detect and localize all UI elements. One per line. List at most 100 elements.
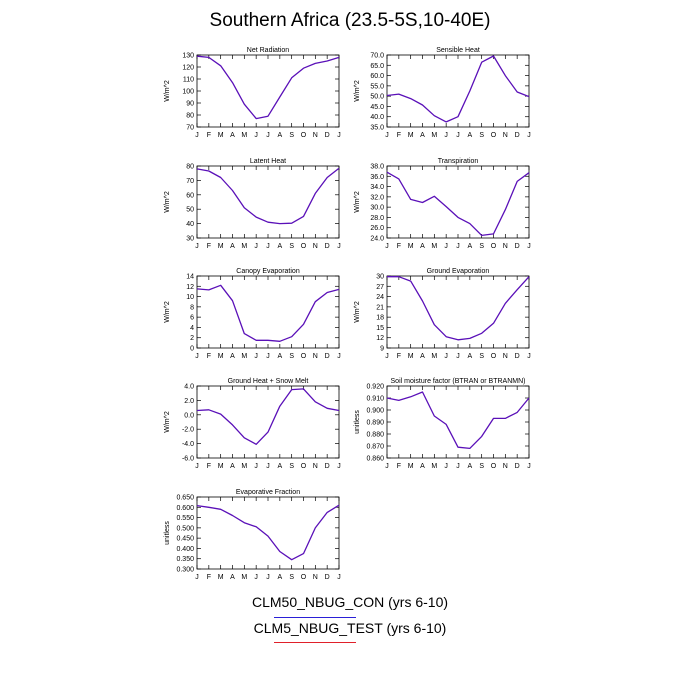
x-tick-label: S	[289, 353, 294, 360]
y-tick-label: 0.0	[184, 412, 194, 419]
x-tick-label: O	[301, 243, 307, 250]
y-tick-label: 0.300	[176, 567, 194, 574]
y-tick-label: 15	[376, 325, 384, 332]
panel-title: Ground Heat + Snow Melt	[228, 378, 309, 385]
y-tick-label: 0.550	[176, 515, 194, 522]
x-tick-label: M	[218, 574, 224, 581]
x-tick-label: J	[385, 463, 389, 470]
x-tick-label: J	[337, 243, 341, 250]
y-axis-label: W/m^2	[164, 411, 171, 433]
x-tick-label: N	[503, 243, 508, 250]
y-axis-label: W/m^2	[164, 80, 171, 102]
x-tick-label: J	[337, 574, 341, 581]
panel-title: Net Radiation	[247, 47, 290, 54]
x-tick-label: M	[218, 353, 224, 360]
y-axis-label: unitless	[164, 521, 171, 545]
x-tick-label: J	[254, 132, 258, 139]
x-tick-label: S	[289, 132, 294, 139]
y-tick-label: 30	[376, 274, 384, 281]
x-tick-label: A	[230, 243, 235, 250]
x-tick-label: J	[195, 574, 199, 581]
x-tick-label: F	[207, 353, 211, 360]
series-line	[196, 284, 340, 342]
x-tick-label: J	[254, 463, 258, 470]
y-tick-label: 12	[376, 335, 384, 342]
y-tick-label: 0.350	[176, 556, 194, 563]
panel-title: Soil moisture factor (BTRAN or BTRANMN)	[391, 378, 526, 385]
x-tick-label: M	[408, 353, 414, 360]
x-tick-label: O	[491, 353, 497, 360]
y-tick-label: -6.0	[182, 456, 194, 463]
x-tick-label: S	[479, 353, 484, 360]
x-tick-label: F	[207, 243, 211, 250]
x-tick-label: J	[385, 353, 389, 360]
panel-sensible-heat: Sensible Heat W/m^2 70.0 65.0 60.0 55.0 50.0 45…	[354, 47, 531, 139]
x-tick-label: A	[467, 353, 472, 360]
y-tick-label: 0.920	[366, 384, 384, 391]
x-tick-label: J	[195, 132, 199, 139]
x-tick-label: A	[467, 463, 472, 470]
x-tick-label: M	[218, 132, 224, 139]
legend-test-label: CLM5_NBUG_TEST (yrs 6-10)	[253, 620, 447, 636]
x-tick-label: M	[431, 463, 437, 470]
panel-title: Transpiration	[438, 158, 479, 165]
panel-ground-heat-snow-melt: Ground Heat + Snow Melt W/m^2 4.0 2.0 0.0 -2.…	[164, 378, 341, 470]
legend-test-line	[274, 642, 356, 643]
y-tick-label: 0.650	[176, 495, 194, 502]
x-tick-label: F	[397, 132, 401, 139]
x-tick-label: A	[230, 574, 235, 581]
x-tick-label: J	[527, 243, 531, 250]
x-tick-label: D	[515, 243, 520, 250]
x-tick-label: A	[230, 463, 235, 470]
x-tick-label: D	[515, 132, 520, 139]
x-tick-label: D	[325, 243, 330, 250]
x-tick-label: O	[491, 463, 497, 470]
y-tick-label: 8	[190, 304, 194, 311]
y-tick-label: 2	[190, 335, 194, 342]
x-tick-label: J	[385, 132, 389, 139]
y-tick-label: 12	[186, 284, 194, 291]
x-tick-label: O	[301, 574, 307, 581]
y-tick-label: 70.0	[370, 53, 384, 60]
y-tick-label: 50	[186, 207, 194, 214]
x-tick-label: N	[313, 243, 318, 250]
x-tick-label: S	[289, 243, 294, 250]
y-axis-label: W/m^2	[164, 191, 171, 213]
y-tick-label: -4.0	[182, 441, 194, 448]
y-tick-label: 110	[183, 77, 194, 84]
panel-title: Latent Heat	[250, 158, 286, 165]
x-tick-label: F	[397, 243, 401, 250]
page-title: Southern Africa (23.5-5S,10-40E)	[209, 10, 491, 31]
x-tick-label: J	[385, 243, 389, 250]
x-tick-label: J	[527, 132, 531, 139]
y-tick-label: 60	[186, 192, 194, 199]
x-tick-label: M	[241, 463, 247, 470]
x-tick-label: J	[337, 463, 341, 470]
x-tick-label: M	[241, 243, 247, 250]
x-tick-label: M	[408, 463, 414, 470]
panel-frame	[196, 496, 340, 570]
x-tick-label: A	[467, 243, 472, 250]
x-tick-label: M	[241, 132, 247, 139]
y-tick-label: 0.890	[366, 420, 384, 427]
series-line	[196, 55, 340, 120]
x-tick-label: N	[313, 132, 318, 139]
x-tick-label: M	[408, 243, 414, 250]
y-tick-label: 55.0	[370, 83, 384, 90]
y-tick-label: 120	[182, 65, 194, 72]
series-line	[386, 171, 530, 237]
y-tick-label: 70	[186, 125, 194, 132]
x-tick-label: J	[337, 132, 341, 139]
y-tick-label: 35.0	[370, 125, 384, 132]
y-axis-label: W/m^2	[354, 80, 361, 102]
x-tick-label: F	[397, 463, 401, 470]
x-tick-label: A	[277, 353, 282, 360]
x-tick-label: N	[503, 353, 508, 360]
x-tick-label: M	[241, 574, 247, 581]
x-tick-label: S	[479, 132, 484, 139]
x-tick-label: A	[420, 353, 425, 360]
y-tick-label: 0.880	[366, 432, 384, 439]
